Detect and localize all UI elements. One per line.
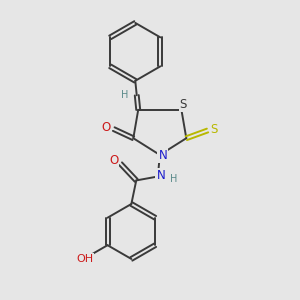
Text: O: O: [109, 154, 118, 167]
Text: O: O: [101, 121, 110, 134]
Text: S: S: [211, 123, 218, 136]
Text: OH: OH: [76, 254, 93, 264]
Text: N: N: [156, 169, 165, 182]
Text: N: N: [158, 149, 167, 162]
Text: H: H: [170, 174, 177, 184]
Text: H: H: [121, 90, 129, 100]
Text: S: S: [180, 98, 187, 111]
